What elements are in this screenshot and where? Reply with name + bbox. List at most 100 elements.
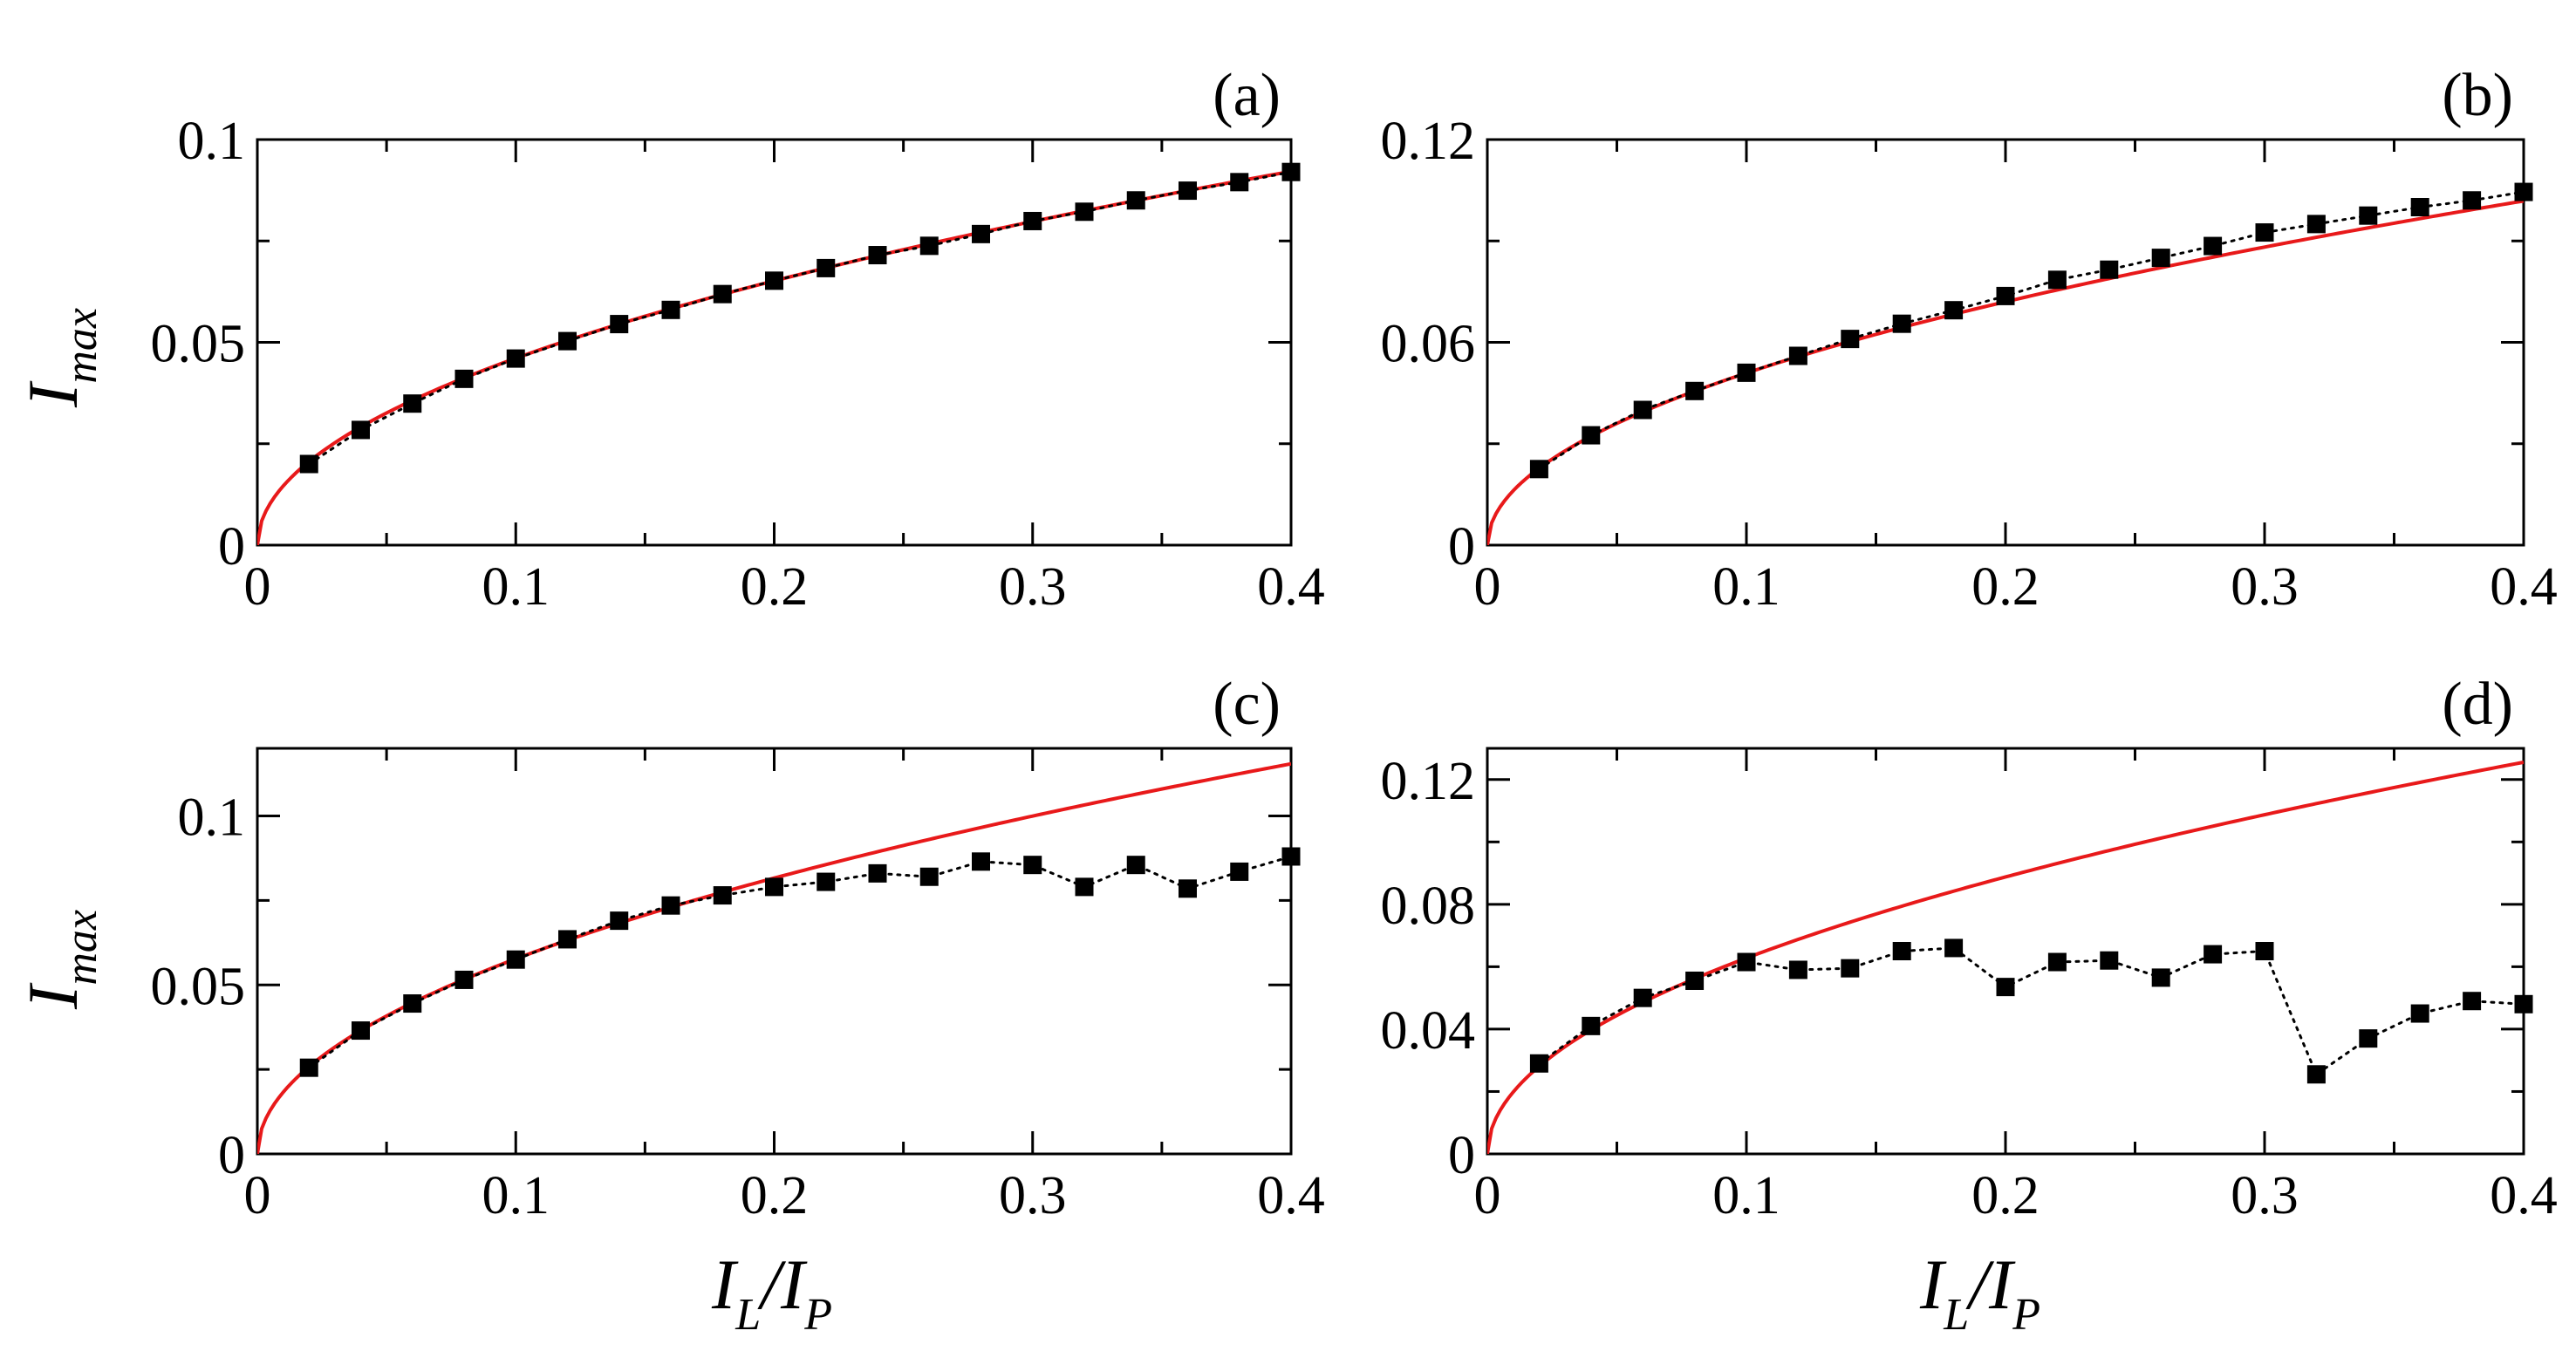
data-point (1841, 330, 1860, 349)
x-tick-label: 0 (1474, 557, 1501, 617)
plot-frame (1486, 138, 2525, 547)
data-point (713, 284, 732, 304)
data-point (972, 852, 990, 871)
data-point (506, 950, 525, 969)
y-tick-label: 0.12 (1381, 752, 1476, 811)
data-point (2100, 951, 2119, 970)
data-point (2463, 992, 2482, 1011)
x-tick-label: 0.3 (999, 557, 1067, 617)
data-point (1126, 856, 1145, 875)
data-point (1633, 400, 1652, 420)
data-point (1075, 202, 1094, 222)
x-axis-title-left: IL/IP (711, 1245, 832, 1340)
data-dotted-line (1537, 946, 2525, 1077)
y-tick-label: 0 (1448, 1126, 1475, 1185)
data-dotted-line (1537, 190, 2525, 471)
data-point (558, 930, 577, 949)
data-point (1737, 363, 1756, 382)
data-point (2359, 206, 2378, 225)
data-point (2306, 1065, 2326, 1084)
data-point (299, 1058, 318, 1077)
data-point (1529, 460, 1548, 479)
data-point (1230, 862, 1249, 881)
data-point (1179, 879, 1197, 898)
data-point (2306, 215, 2326, 234)
x-tick-label: 0.2 (741, 557, 809, 617)
x-tick-label: 0.1 (482, 557, 550, 617)
data-point (919, 867, 939, 886)
data-point (868, 863, 887, 883)
y-tick-label: 0 (218, 1126, 245, 1185)
x-tick-label: 0.4 (2490, 1166, 2558, 1225)
data-point (1281, 847, 1301, 866)
data-point (1126, 191, 1145, 210)
panel-a: 0 0.1 0.2 0.3 0.4 0 0.05 0.1 (a) (151, 62, 1325, 617)
data-point (1582, 426, 1601, 445)
data-point (1685, 971, 1705, 990)
data-point (403, 394, 422, 413)
data-point (868, 246, 887, 265)
data-point (765, 271, 783, 290)
y-axis-title-bottom: Imax (13, 910, 106, 1010)
data-point (403, 994, 422, 1013)
data-dotted-line (307, 855, 1293, 1069)
x-tick-label: 0.3 (999, 1166, 1067, 1225)
data-point (1996, 978, 2015, 997)
y-tick-label: 0.12 (1381, 112, 1476, 171)
data-point (1529, 1054, 1548, 1073)
y-tick-label: 0.05 (151, 957, 246, 1016)
fit-curve (1487, 199, 2524, 545)
data-point (2204, 945, 2223, 964)
y-tick-label: 0 (218, 517, 245, 577)
data-point (661, 896, 680, 915)
data-point (1841, 959, 1860, 978)
x-tick-label: 0.1 (482, 1166, 550, 1225)
panel-c: 0 0.1 0.2 0.3 0.4 0 0.05 0.1 (c) (151, 671, 1325, 1225)
y-tick-label: 0 (1448, 517, 1475, 577)
data-point (1944, 938, 1964, 958)
data-point (2255, 942, 2274, 960)
data-point (1788, 346, 1807, 365)
data-point (2151, 968, 2170, 987)
data-point (919, 236, 939, 256)
data-point (1685, 381, 1705, 400)
y-axis-title-top: Imax (13, 308, 106, 408)
data-point (2255, 223, 2274, 242)
data-point (817, 872, 836, 891)
data-point (2047, 270, 2067, 290)
panel-label: (b) (2442, 62, 2513, 129)
x-tick-label: 0.4 (1257, 1166, 1325, 1225)
y-tick-label: 0.1 (178, 112, 246, 171)
plot-frame (256, 747, 1293, 1156)
data-point (558, 331, 577, 351)
data-point (2204, 236, 2223, 256)
data-point (713, 886, 732, 905)
data-point (1996, 286, 2015, 305)
x-tick-label: 0.1 (1712, 557, 1780, 617)
data-point (661, 300, 680, 319)
data-point (2359, 1029, 2378, 1048)
data-point (1788, 960, 1807, 979)
panel-b: 0 0.1 0.2 0.3 0.4 0 0.06 0.12 (b) (1381, 62, 2558, 617)
data-point (2514, 182, 2533, 201)
y-tick-label: 0.04 (1381, 1001, 1476, 1061)
data-point (2410, 1004, 2429, 1023)
x-tick-label: 0.4 (2490, 557, 2558, 617)
plot-frame (1486, 747, 2525, 1156)
data-point (2463, 191, 2482, 210)
data-point (1582, 1016, 1601, 1035)
data-point (1633, 988, 1652, 1007)
data-point (972, 224, 990, 243)
data-point (1075, 877, 1094, 897)
y-tick-label: 0.08 (1381, 877, 1476, 936)
data-point (1892, 314, 1911, 333)
data-point (2100, 260, 2119, 279)
data-point (299, 454, 318, 474)
panel-d: 0 0.1 0.2 0.3 0.4 0 0.04 0.08 0.12 (d) (1381, 671, 2558, 1225)
panel-label: (c) (1213, 671, 1281, 738)
x-tick-label: 0 (244, 1166, 271, 1225)
fit-curve (257, 169, 1291, 545)
data-point (610, 911, 629, 931)
data-dotted-line (307, 170, 1293, 466)
data-point (2410, 198, 2429, 216)
